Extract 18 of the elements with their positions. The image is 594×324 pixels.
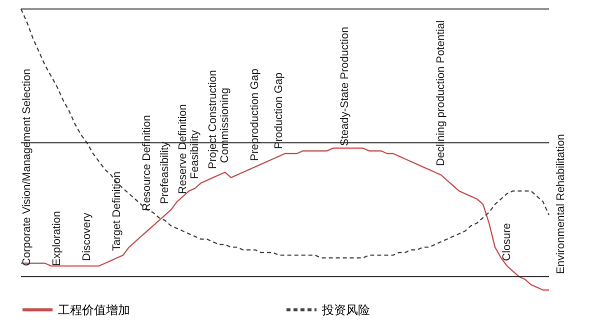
- x-tick-label: Resource Definition: [141, 115, 153, 211]
- x-tick-label: Preproduction Gap: [249, 68, 261, 161]
- legend-label: 投资风险: [321, 302, 370, 317]
- x-tick-label: Target Definition: [111, 172, 123, 251]
- x-tick-label: Prefeasibility: [159, 141, 171, 204]
- x-tick-label: Closure: [501, 223, 513, 261]
- x-tick-label: Feasibility: [189, 130, 201, 179]
- x-tick-label: Steady-State Production: [339, 26, 351, 146]
- x-tick-label: Production Gap: [273, 72, 285, 149]
- x-tick-label: Project Construction: [207, 70, 219, 169]
- x-tick-label: Corporate Vision/Management Selection: [21, 68, 33, 266]
- x-tick-label: Discovery: [81, 212, 93, 261]
- x-tick-label: Environmental Rehabilitation: [555, 134, 567, 274]
- x-tick-label: Declining production Potential: [435, 20, 447, 166]
- x-tick-label: Reserve Definition: [177, 104, 189, 194]
- x-tick-label: Commissioning: [219, 88, 231, 163]
- legend-label: 工程价值增加: [58, 302, 130, 317]
- x-tick-label: Exploration: [51, 210, 63, 266]
